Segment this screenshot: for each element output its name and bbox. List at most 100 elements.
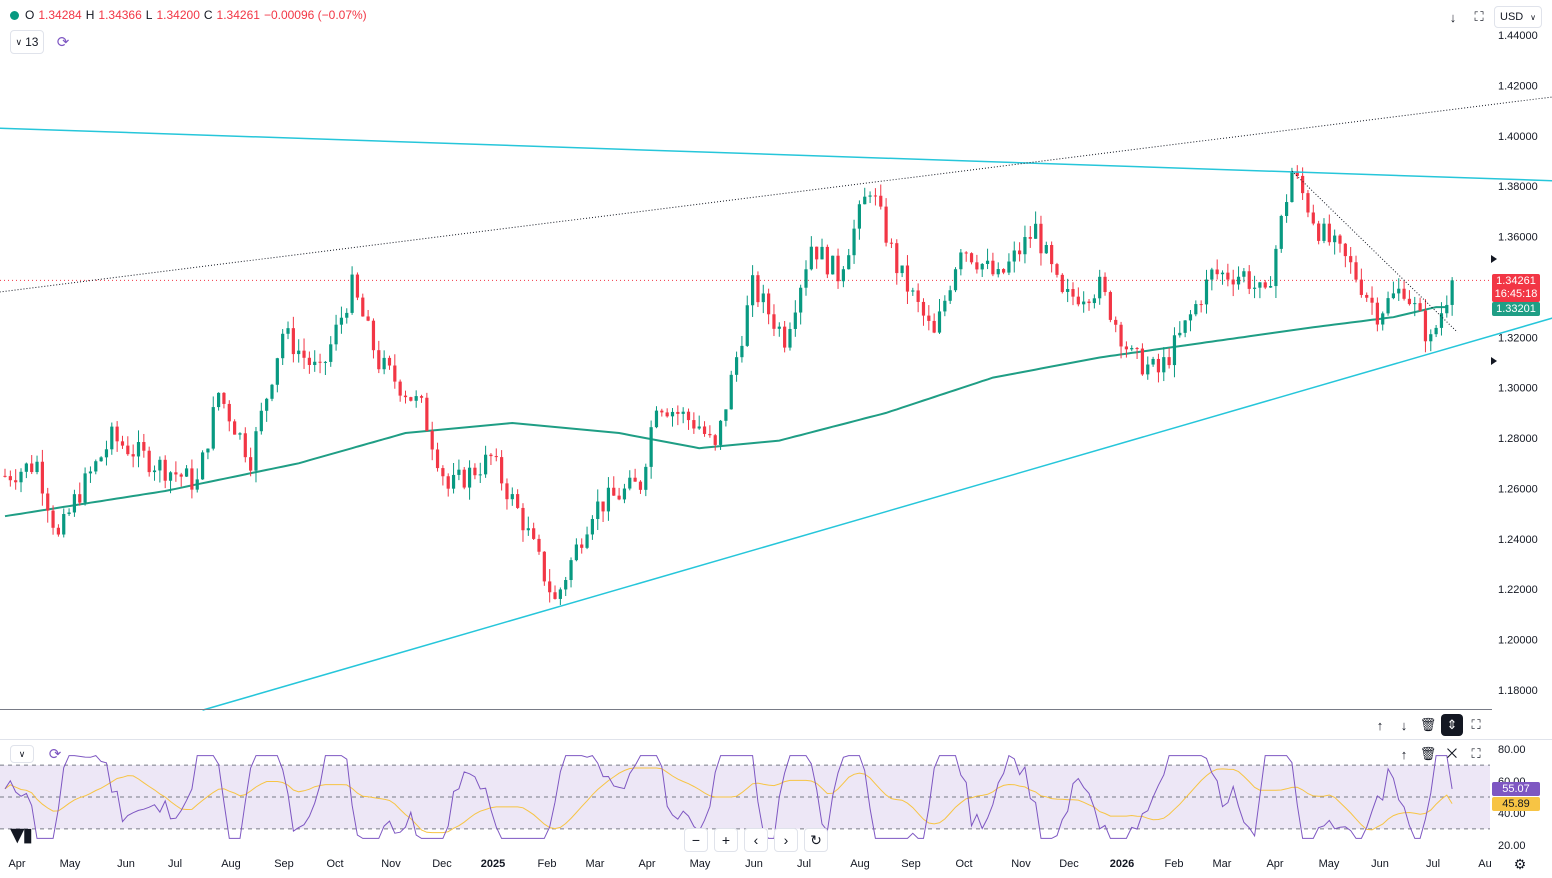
candle-body	[14, 480, 18, 483]
candle-body	[1242, 271, 1246, 277]
candle-body	[1434, 327, 1438, 335]
settings-icon[interactable]: ⚙	[1513, 856, 1527, 872]
sync-icon[interactable]: ⟳	[48, 746, 62, 763]
candle-body	[1418, 303, 1422, 311]
candle-body	[430, 430, 434, 450]
candle-body	[905, 265, 910, 292]
candle-body	[329, 344, 333, 362]
price-chart[interactable]: 1.440001.420001.400001.380001.360001.340…	[0, 0, 1552, 740]
candle-body	[30, 463, 34, 473]
low-label: L	[145, 8, 153, 22]
candle-body	[1172, 335, 1177, 366]
candle-body	[1429, 334, 1433, 342]
maximize-pane-icon[interactable]: ⇕	[1441, 714, 1463, 736]
candle-body	[1076, 296, 1080, 305]
candle-body	[569, 560, 573, 581]
candle-body	[937, 311, 942, 333]
price-tick-label: 1.40000	[1498, 131, 1538, 143]
candle-body	[1445, 304, 1449, 314]
candle-body	[115, 426, 119, 442]
zoom-out-icon[interactable]: −	[684, 828, 708, 852]
candle-body	[788, 328, 792, 348]
fullscreen-icon[interactable]: ⛶	[1471, 717, 1481, 732]
delete-icon[interactable]: 🗑	[1419, 746, 1437, 761]
fullscreen-icon[interactable]: ⛶	[1474, 9, 1484, 24]
candle-body	[1092, 298, 1096, 304]
candle-body	[1167, 357, 1171, 366]
candle-body	[1226, 272, 1230, 280]
candle-body	[1338, 235, 1342, 244]
candle-body	[601, 501, 605, 512]
time-tick-label: Feb	[1164, 858, 1184, 870]
candle-body	[355, 274, 360, 298]
time-tick-label: Jun	[1371, 858, 1389, 870]
candle-body	[382, 357, 386, 370]
price-tick-label: 1.36000	[1498, 232, 1538, 244]
candle-body	[1402, 288, 1406, 299]
candle-body	[1162, 357, 1166, 373]
collapse-rsi-button[interactable]: ∨	[10, 745, 34, 763]
candle-body	[366, 316, 370, 321]
candle-body	[521, 507, 525, 531]
tradingview-logo: ▼▮	[10, 824, 33, 846]
time-tick-label: Dec	[1059, 858, 1079, 870]
main-pane-controls: ↑ ↓ 🗑 ⇕ ⛶	[1369, 714, 1487, 736]
candle-body	[99, 457, 103, 462]
candle-body	[158, 459, 162, 471]
candle-body	[1087, 301, 1091, 304]
candle-body	[297, 350, 301, 355]
candle-body	[1151, 358, 1155, 365]
moving-average-line	[4, 306, 1447, 518]
time-tick-label: May	[59, 858, 81, 870]
candle-body	[291, 328, 295, 355]
delete-icon[interactable]: 🗑	[1419, 717, 1437, 732]
candle-body	[537, 538, 541, 552]
candle-body	[254, 431, 258, 471]
candle-body	[948, 290, 952, 301]
candle-body	[777, 326, 781, 329]
candle-body	[451, 474, 456, 489]
candle-body	[767, 293, 771, 315]
trendline[interactable]	[0, 127, 1552, 182]
time-tick-label: Mar	[585, 858, 605, 870]
sync-icon[interactable]: ⟳	[56, 34, 70, 51]
reset-icon[interactable]: ↻	[804, 828, 828, 852]
candle-body	[457, 469, 461, 475]
candle-body	[879, 195, 883, 207]
scroll-right-icon[interactable]: ›	[774, 828, 798, 852]
trendline[interactable]	[202, 315, 1552, 711]
candle-body	[564, 580, 568, 590]
candle-body	[1135, 348, 1139, 350]
currency-select[interactable]: USD ∨	[1494, 6, 1542, 28]
candle-body	[975, 262, 979, 270]
candle-body	[884, 206, 888, 243]
dotted-trendline[interactable]	[1291, 170, 1458, 333]
candle-body	[724, 409, 728, 421]
download-icon[interactable]: ↓	[1449, 9, 1457, 25]
candle-body	[633, 477, 637, 482]
collapse-indicators-button[interactable]: ∨ 13	[10, 30, 44, 54]
price-tick-label: 1.38000	[1498, 181, 1538, 193]
candle-body	[1263, 282, 1267, 288]
move-up-icon[interactable]: ↑	[1376, 717, 1384, 733]
candle-body	[361, 297, 365, 317]
candle-body	[414, 396, 418, 401]
candle-body	[200, 452, 205, 480]
close-value: 1.34261	[216, 8, 260, 22]
fullscreen-icon[interactable]: ⛶	[1471, 746, 1481, 761]
zoom-in-icon[interactable]: +	[714, 828, 738, 852]
candle-body	[553, 592, 557, 599]
candle-body	[1407, 298, 1412, 305]
candle-body	[371, 320, 376, 351]
scroll-left-icon[interactable]: ‹	[744, 828, 768, 852]
candle-body	[1306, 193, 1310, 213]
move-down-icon[interactable]: ↓	[1400, 717, 1408, 733]
dotted-trendline[interactable]	[0, 95, 1552, 293]
indicator-count: 13	[25, 35, 39, 49]
candle-body	[729, 374, 733, 410]
candle-body	[473, 467, 477, 476]
collapse-pane-icon[interactable]: ⨉	[1446, 746, 1458, 761]
move-up-icon[interactable]: ↑	[1400, 746, 1408, 762]
candle-body	[1119, 324, 1123, 347]
